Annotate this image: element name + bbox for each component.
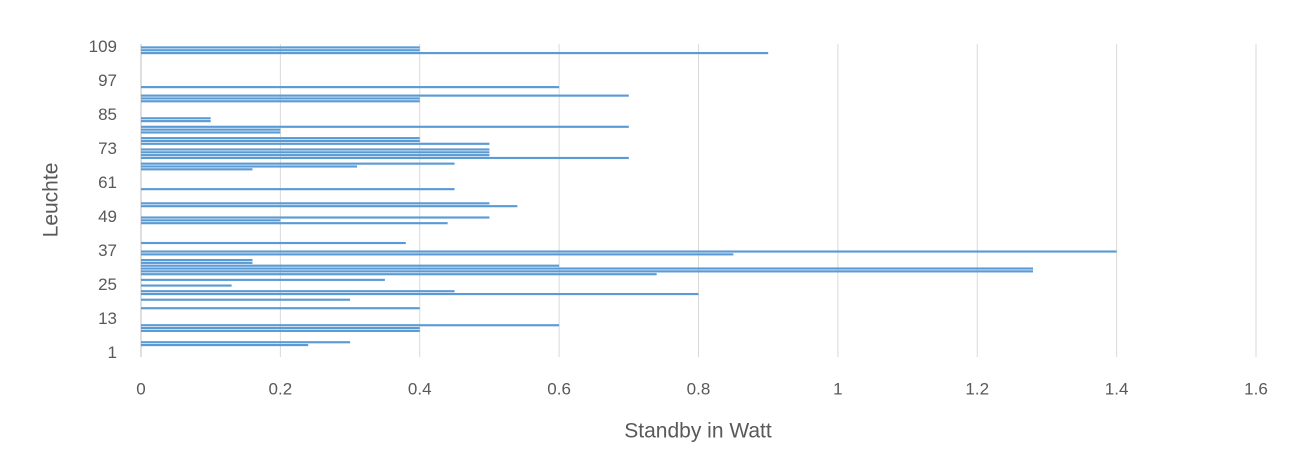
bar	[141, 241, 406, 245]
bar	[141, 168, 253, 171]
bar	[141, 250, 1117, 253]
y-axis-title: Leuchte	[40, 163, 63, 238]
x-tick-label: 0.6	[547, 379, 571, 398]
y-tick-label: 85	[98, 105, 117, 124]
bar	[141, 278, 385, 281]
bar	[141, 97, 420, 100]
x-tick-label: 0.2	[269, 379, 293, 398]
bar	[141, 94, 629, 97]
bar	[141, 128, 281, 131]
bar	[141, 298, 351, 301]
bar	[141, 341, 351, 344]
x-tick-label: 0	[136, 379, 145, 398]
bar	[141, 46, 420, 49]
bar	[141, 137, 420, 140]
y-tick-label: 61	[98, 173, 117, 192]
bar	[141, 154, 490, 157]
y-tick-label: 97	[98, 71, 117, 90]
x-tick-label: 1.6	[1244, 379, 1268, 398]
bar	[141, 344, 309, 347]
bar	[141, 162, 455, 165]
bar	[141, 253, 734, 256]
y-tick-label: 109	[89, 37, 117, 56]
bar	[141, 142, 490, 145]
bar	[141, 49, 420, 52]
y-tick-label: 25	[98, 275, 117, 294]
bar	[141, 86, 560, 89]
bar	[141, 284, 232, 287]
bar	[141, 52, 769, 55]
bar	[141, 205, 518, 208]
bar	[141, 165, 358, 168]
bar	[141, 222, 448, 225]
bar	[141, 100, 420, 103]
bar	[141, 188, 455, 191]
bar	[141, 219, 281, 222]
bar	[141, 324, 560, 327]
bar	[141, 216, 490, 219]
x-tick-label: 0.8	[687, 379, 711, 398]
bar	[141, 290, 455, 293]
bar	[141, 326, 420, 330]
y-tick-label: 13	[98, 309, 117, 328]
bar	[141, 139, 420, 143]
bar	[141, 151, 490, 154]
y-tick-label: 1	[108, 343, 117, 362]
x-tick-label: 1	[833, 379, 842, 398]
x-tick-label: 1.2	[965, 379, 989, 398]
bar	[141, 261, 253, 264]
x-axis-title: Standby in Watt	[624, 420, 772, 443]
bar	[141, 273, 657, 276]
bar	[141, 120, 211, 123]
bar	[141, 125, 629, 128]
bar	[141, 258, 253, 262]
y-tick-label: 49	[98, 207, 117, 226]
x-tick-label: 1.4	[1105, 379, 1129, 398]
x-tick-label: 0.4	[408, 379, 432, 398]
bar	[141, 148, 490, 151]
bar	[141, 156, 629, 160]
bar	[141, 292, 699, 296]
bar	[141, 267, 1033, 270]
bar	[141, 202, 490, 205]
y-tick-label: 73	[98, 139, 117, 158]
bar	[141, 264, 560, 267]
bar	[141, 329, 420, 332]
y-tick-label: 37	[98, 241, 117, 260]
bar	[141, 131, 281, 134]
bar	[141, 307, 420, 310]
bar	[141, 117, 211, 120]
bar	[141, 270, 1033, 273]
